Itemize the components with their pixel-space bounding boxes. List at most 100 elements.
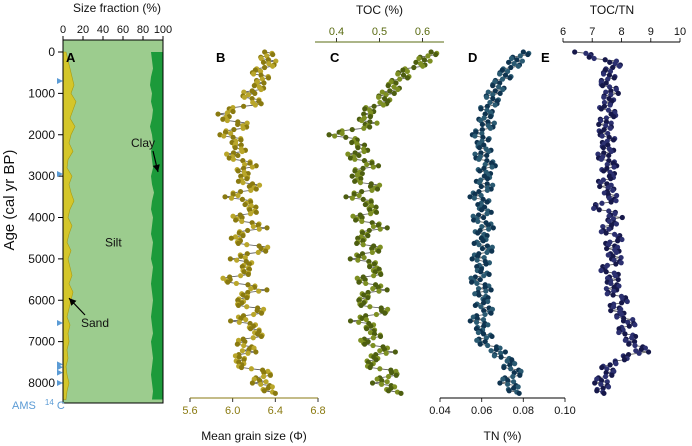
panelD-data-point [489, 160, 495, 166]
panelE-data-point [596, 121, 602, 128]
panelE-data-point [619, 236, 625, 243]
panelE-data-point [606, 152, 612, 159]
panelD-data-point [486, 271, 492, 277]
panelE-data-point [614, 192, 620, 199]
panelE-data-point [619, 214, 625, 221]
panelC-data-point [367, 329, 374, 336]
panelE-data-point [601, 190, 607, 196]
panel-a-tick-label: 40 [97, 24, 109, 36]
panelB-data-point [255, 222, 261, 228]
panelC-data-point [395, 71, 401, 77]
age-tick-label: 7000 [28, 335, 55, 349]
panelC-data-point [421, 57, 427, 63]
panelB-data-point [238, 364, 245, 371]
panelC-data-point [370, 286, 376, 292]
panelD-data-point [510, 373, 516, 380]
panelD-data-point [476, 242, 482, 248]
panelE-data-point [618, 311, 625, 318]
panelB-data-point [247, 326, 254, 332]
panelB-data-point [239, 264, 245, 270]
panelC-data-point [367, 264, 373, 270]
panel-e-toc-tn-ratio: 6 7 8 9 10 E TOC/TN [541, 3, 686, 396]
panelD-data-point [490, 225, 496, 231]
panelC-data-point [371, 273, 377, 279]
panelE-data-point [600, 385, 606, 391]
panelB-data-point [270, 51, 276, 58]
panelB-data-point [262, 64, 268, 71]
panelE-data-point [622, 331, 628, 337]
panelC-data-point [358, 302, 364, 309]
panelE-data-point [591, 55, 597, 62]
panelE-data-point [612, 211, 618, 217]
panelD-data-point [484, 158, 490, 164]
panelD-data-point [476, 156, 482, 162]
panelB-data-point [253, 349, 259, 355]
panelD-data-point [505, 377, 511, 384]
panelE-data-point [597, 183, 603, 190]
panelD-tick-label: 0.04 [429, 405, 450, 417]
panelB-data-point [233, 217, 239, 223]
panelC-tick-label: 0.6 [415, 26, 430, 38]
panelC-data-point [373, 209, 380, 215]
panelD-data-point [480, 238, 486, 244]
panel-c-xlabel: TOC (%) [356, 3, 403, 17]
panelD-data-point [498, 354, 504, 360]
panelE-data-point [598, 106, 604, 112]
panelC-data-point [367, 119, 373, 125]
age-tick-label: 0 [48, 45, 55, 59]
panelC-data-point [347, 256, 353, 262]
panelB-data-point [245, 282, 251, 288]
panelB-data-point [244, 251, 250, 257]
panelE-data-point [592, 380, 598, 386]
panelC-data-point [343, 194, 349, 200]
panelC-data-point [362, 276, 368, 283]
panelB-data-point [238, 253, 244, 259]
panelE-data-point [610, 187, 616, 193]
panelB-data-point [269, 63, 276, 69]
panelE-data-point [608, 307, 614, 314]
panelE-data-point [611, 114, 617, 120]
panel-b-xlabel: Mean grain size (Φ) [201, 429, 307, 443]
panel-d-tn: 0.04 0.06 0.08 0.10 D TN (%) [429, 49, 576, 443]
panelE-data-point [603, 269, 609, 275]
panelC-data-point [349, 126, 355, 133]
panelC-data-point [360, 196, 366, 202]
panelB-data-point [258, 310, 265, 316]
panelE-data-point [599, 133, 605, 139]
panelB-data-point [230, 134, 236, 140]
panelD-data-point [499, 76, 506, 82]
panelD-data-point [496, 84, 502, 90]
panelD-data-point [484, 243, 491, 249]
panelB-data-point [247, 211, 254, 217]
panelD-data-point [478, 106, 484, 112]
panelD-data-point [479, 130, 485, 137]
panelC-data-point [373, 311, 380, 318]
panelE-data-point [607, 125, 613, 131]
panelD-data-point [480, 214, 487, 221]
panelC-data-point [377, 226, 383, 232]
panelD-data-point [474, 264, 480, 270]
panel-c-label: C [330, 50, 340, 65]
panelB-data-point [238, 137, 244, 143]
panelB-data-point [232, 234, 239, 240]
panelC-data-point [350, 213, 356, 219]
ams-date-marker-icon [57, 380, 63, 386]
panelB-data-point [267, 372, 273, 378]
panelC-data-point [385, 83, 391, 89]
panelC-data-point [411, 64, 417, 71]
panelE-data-point [626, 341, 632, 347]
panelE-tick-label: 8 [618, 26, 624, 38]
panelE-data-point [613, 249, 619, 256]
panelC-tick-label: 0.5 [372, 26, 387, 38]
panel-b-label: B [216, 50, 225, 65]
panelE-data-point [598, 377, 605, 384]
panelE-data-point [603, 230, 609, 236]
panelB-data-point [272, 390, 278, 396]
panelC-data-point [355, 253, 362, 259]
panelC-data-point [352, 178, 358, 184]
panelE-data-point [618, 300, 625, 306]
panelE-data-point [606, 226, 612, 232]
panelB-data-point [241, 342, 247, 349]
panelD-data-point [505, 68, 511, 74]
panelE-data-point [599, 200, 605, 206]
